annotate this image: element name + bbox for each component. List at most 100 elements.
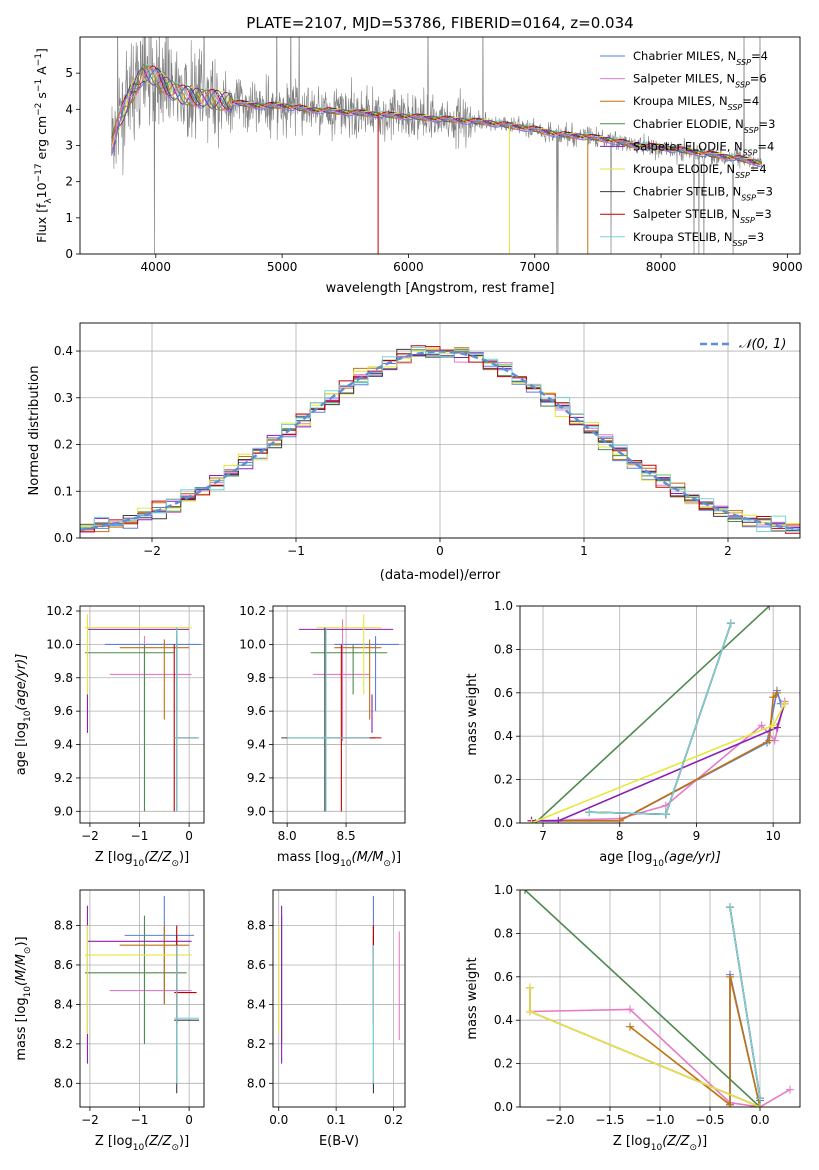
- legend-entry: Salpeter MILES, NSSP=6: [633, 72, 767, 90]
- weight-marker-5: [769, 721, 778, 730]
- x-tick-label: −1: [131, 1113, 149, 1127]
- panel-spectrum: 4000 5000 6000 7000 8000 9000 0 1 2 3 4 5 wavelength…: [34, 36, 803, 296]
- y-tick-label: 10.0: [46, 637, 73, 651]
- x-tick-label: 8.5: [337, 829, 356, 843]
- x-axis-label: Z [log10(Z/Z⊙)]: [95, 850, 189, 869]
- panel-residuals: −2 −1 0 1 2 0.0 0.1 0.2 0.3 0.4 (data-model)/error…: [27, 322, 801, 583]
- axes-frame: [79, 322, 801, 539]
- panel-age-vs-mass: 8.0 8.5 9.0 9.2 9.4 9.6 9.8 10.0 10.2 mass [log10…: [239, 604, 406, 869]
- y-tick-label: 9.4: [54, 738, 73, 752]
- x-tick-label: −1.5: [595, 1113, 624, 1127]
- weight-marker-8: [756, 1094, 764, 1103]
- spectrum-model-line-0: [111, 69, 762, 168]
- x-tick-label: 2: [724, 544, 732, 558]
- y-axis-label: mass weight: [465, 957, 480, 1039]
- y-tick-label: 0.4: [494, 1013, 513, 1027]
- weight-marker-4: [554, 816, 563, 823]
- legend-entry: Chabrier ELODIE, NSSP=3: [633, 117, 775, 135]
- legend-entry: Salpeter ELODIE, NSSP=4: [633, 139, 774, 157]
- weight-marker-8: [726, 619, 735, 628]
- x-tick-label: 9000: [772, 260, 803, 274]
- y-tick-label: 8.0: [54, 1076, 73, 1090]
- x-tick-label: −2: [81, 1113, 99, 1127]
- y-tick-label: 1.0: [494, 883, 513, 897]
- y-axis-label: mass [log10(M/M⊙)]: [14, 936, 33, 1060]
- y-tick-label: 0.6: [494, 686, 513, 700]
- x-tick-label: 9: [693, 829, 701, 843]
- plot-area-age-vs-mass: [281, 614, 400, 812]
- weight-marker-5: [756, 1103, 764, 1107]
- plot-area-age-vs-Z: [84, 614, 202, 812]
- x-tick-label: 0.1: [327, 1113, 346, 1127]
- x-axis-label: Z [log10(Z/Z⊙)]: [95, 1134, 189, 1153]
- axes-frame: [519, 605, 801, 824]
- y-tick-label: 9.8: [54, 671, 73, 685]
- normal-curve: [80, 350, 800, 531]
- y-tick-label: 5: [65, 66, 73, 80]
- x-tick-label: −1: [287, 544, 305, 558]
- x-tick-label: 4000: [141, 260, 172, 274]
- plot-area-mass-vs-Z: [84, 895, 200, 1094]
- y-tick-label: 0.0: [494, 816, 513, 830]
- y-tick-label: 0.2: [494, 773, 513, 787]
- x-tick-label: 0.0: [269, 1113, 288, 1127]
- x-tick-label: 8: [616, 829, 624, 843]
- y-axis-label: Flux [fλ10−17 erg cm−2 s−1 A−1]: [34, 48, 54, 243]
- plot-area-spectrum: [111, 37, 763, 254]
- weight-marker-3: [765, 606, 774, 610]
- weight-marker-8: [661, 810, 670, 819]
- y-tick-label: 0.2: [54, 438, 73, 452]
- y-tick-label: 9.6: [54, 704, 73, 718]
- x-tick-label: 5000: [267, 260, 298, 274]
- y-tick-label: 0.0: [54, 531, 73, 545]
- x-tick-label: 0: [436, 544, 444, 558]
- x-tick-label: 0: [185, 829, 193, 843]
- axes-frame: [79, 36, 801, 255]
- axes-frame: [519, 889, 801, 1108]
- x-axis-label: Z [log10(Z/Z⊙)]: [613, 1134, 707, 1153]
- spectrum-model-line-3: [111, 63, 763, 164]
- weight-marker-2: [726, 972, 734, 981]
- y-tick-label: 1.0: [494, 599, 513, 613]
- y-tick-label: 9.2: [54, 771, 73, 785]
- x-axis-label: wavelength [Angstrom, rest frame]: [326, 281, 555, 296]
- x-tick-label: 6000: [393, 260, 424, 274]
- legend-entry: Kroupa STELIB, NSSP=3: [633, 230, 764, 248]
- x-tick-label: 0.2: [384, 1113, 403, 1127]
- weight-marker-2: [726, 1100, 734, 1107]
- y-tick-label: 10.0: [239, 637, 266, 651]
- y-tick-label: 9.6: [247, 704, 266, 718]
- x-tick-label: −1: [131, 829, 149, 843]
- y-tick-label: 8.2: [54, 1037, 73, 1051]
- x-tick-label: 8.0: [278, 829, 297, 843]
- y-tick-label: 8.4: [54, 997, 73, 1011]
- y-tick-label: 9.4: [247, 738, 266, 752]
- spectrum-model-line-1: [111, 67, 762, 166]
- weight-marker-5: [526, 983, 534, 992]
- weight-marker-2: [772, 688, 781, 697]
- x-tick-label: 0: [185, 1113, 193, 1127]
- y-tick-label: 10.2: [239, 604, 266, 618]
- x-tick-label: −0.5: [695, 1113, 724, 1127]
- histogram-series-7: [80, 345, 800, 534]
- y-tick-label: 4: [65, 102, 73, 116]
- y-tick-label: 0.3: [54, 391, 73, 405]
- y-tick-label: 0.4: [54, 344, 73, 358]
- panel-mass-vs-ebv: 0.0 0.1 0.2 8.0 8.2 8.4 8.6 8.8 E(B-V): [247, 889, 406, 1149]
- weight-marker-1: [786, 1085, 794, 1094]
- x-tick-label: −1.0: [645, 1113, 674, 1127]
- legend-entry: Kroupa ELODIE, NSSP=4: [633, 162, 767, 180]
- y-tick-label: 0.4: [494, 729, 513, 743]
- y-tick-label: 9.0: [54, 804, 73, 818]
- weight-marker-8: [726, 903, 734, 912]
- weight-marker-5: [780, 699, 789, 708]
- x-tick-label: 7: [539, 829, 547, 843]
- y-tick-label: 8.2: [247, 1037, 266, 1051]
- y-tick-label: 9.2: [247, 771, 266, 785]
- y-tick-label: 0: [65, 247, 73, 261]
- y-axis-label: age [log10(age/yr)]: [14, 654, 33, 776]
- legend-entry: Chabrier STELIB, NSSP=3: [633, 185, 773, 203]
- panel-weight-vs-age: 7 8 9 10 0.0 0.2 0.4 0.6 0.8 1.0 age [log10(age/yr…: [465, 599, 801, 869]
